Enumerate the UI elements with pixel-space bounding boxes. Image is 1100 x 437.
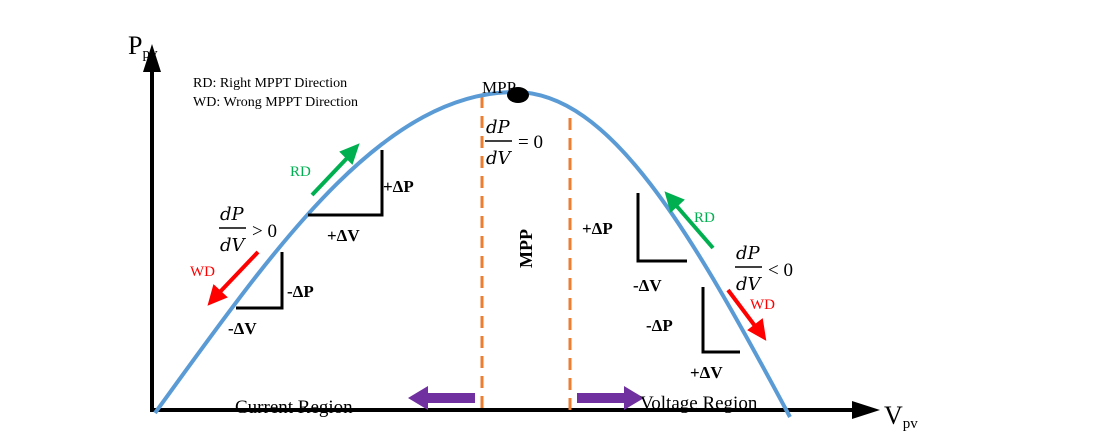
svg-text:> 0: > 0 [252, 221, 277, 242]
left-plus-dv: +ΔV [327, 226, 360, 245]
left-triangle-increase [308, 150, 384, 217]
svg-text:dV: dV [486, 148, 513, 169]
right-triangle-increase [636, 193, 687, 263]
svg-text:= 0: = 0 [518, 132, 543, 153]
left-plus-dp: +ΔP [383, 177, 414, 196]
right-rd-label: RD [694, 210, 715, 226]
y-axis-label: Ppv [128, 31, 158, 62]
legend-rd: RD: Right MPPT Direction [193, 76, 347, 91]
svg-text:dP: dP [220, 204, 245, 225]
current-region-label: Current Region [235, 397, 353, 418]
y-axis-arrow-icon [143, 44, 161, 72]
voltage-region-arrow-icon [577, 386, 644, 410]
left-minus-dv: -ΔV [228, 319, 257, 338]
x-axis-arrow-icon [852, 401, 880, 419]
svg-text:< 0: < 0 [768, 260, 793, 281]
legend-wd: WD: Wrong MPPT Direction [193, 95, 358, 110]
left-rd-label: RD [290, 164, 311, 180]
left-minus-dp: -ΔP [287, 282, 314, 301]
derivative-positive: dP dV > 0 [219, 204, 277, 256]
right-plus-dv: +ΔV [690, 363, 723, 382]
right-plus-dp: +ΔP [582, 219, 613, 238]
current-region-arrow-icon [408, 386, 475, 410]
right-minus-dv: -ΔV [633, 276, 662, 295]
right-minus-dp: -ΔP [646, 316, 673, 335]
left-wd-arrow-icon [216, 250, 260, 296]
svg-text:dP: dP [736, 243, 761, 264]
mpp-point [507, 87, 529, 103]
right-triangle-decrease [701, 287, 740, 354]
svg-text:dV: dV [736, 274, 763, 295]
right-wd-label: WD [750, 297, 775, 313]
left-triangle-decrease [236, 252, 284, 310]
mpp-point-label: MPP [482, 78, 516, 97]
svg-text:dV: dV [220, 235, 247, 256]
svg-text:dP: dP [486, 117, 511, 138]
left-wd-label: WD [190, 264, 215, 280]
right-wd-arrow-icon [726, 288, 760, 332]
derivative-zero: dP dV = 0 [485, 117, 543, 169]
mpp-region-label: MPP [516, 229, 536, 268]
left-rd-arrow-icon [310, 153, 352, 197]
derivative-negative: dP dV < 0 [735, 243, 793, 295]
x-axis-label: Vpv [884, 401, 918, 432]
voltage-region-label: Voltage Region [640, 393, 758, 414]
right-rd-arrow-icon [672, 201, 715, 250]
